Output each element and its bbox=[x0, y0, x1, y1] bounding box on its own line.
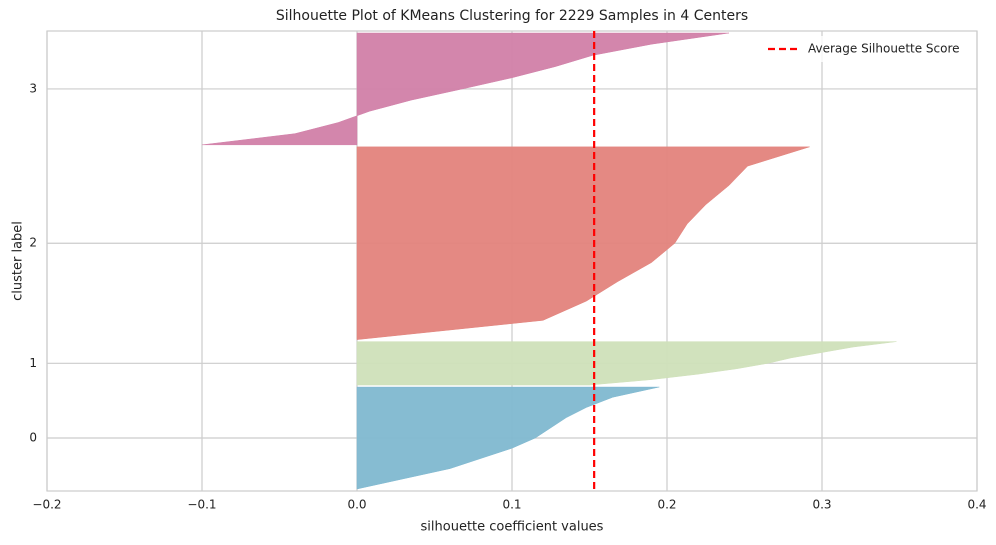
silhouette-cluster bbox=[356, 386, 660, 490]
silhouette-cluster bbox=[356, 146, 810, 340]
x-tick-label: 0.4 bbox=[967, 498, 986, 512]
y-tick-label: 1 bbox=[29, 356, 37, 370]
x-axis-label: silhouette coefficient values bbox=[421, 520, 604, 535]
y-tick-label: 3 bbox=[29, 81, 37, 95]
chart-title: Silhouette Plot of KMeans Clustering for… bbox=[276, 8, 748, 24]
y-axis-label: cluster label bbox=[11, 221, 26, 301]
x-tick-label: 0.0 bbox=[347, 498, 366, 512]
x-tick-label: 0.3 bbox=[812, 498, 831, 512]
x-tick-label: −0.1 bbox=[187, 498, 216, 512]
y-tick-label: 0 bbox=[29, 431, 37, 445]
silhouette-cluster bbox=[201, 32, 730, 146]
y-tick-label: 2 bbox=[29, 236, 37, 250]
legend-label: Average Silhouette Score bbox=[808, 42, 960, 56]
x-tick-label: 0.1 bbox=[502, 498, 521, 512]
silhouette-cluster bbox=[356, 341, 897, 386]
x-tick-label: −0.2 bbox=[32, 498, 61, 512]
x-tick-label: 0.2 bbox=[657, 498, 676, 512]
